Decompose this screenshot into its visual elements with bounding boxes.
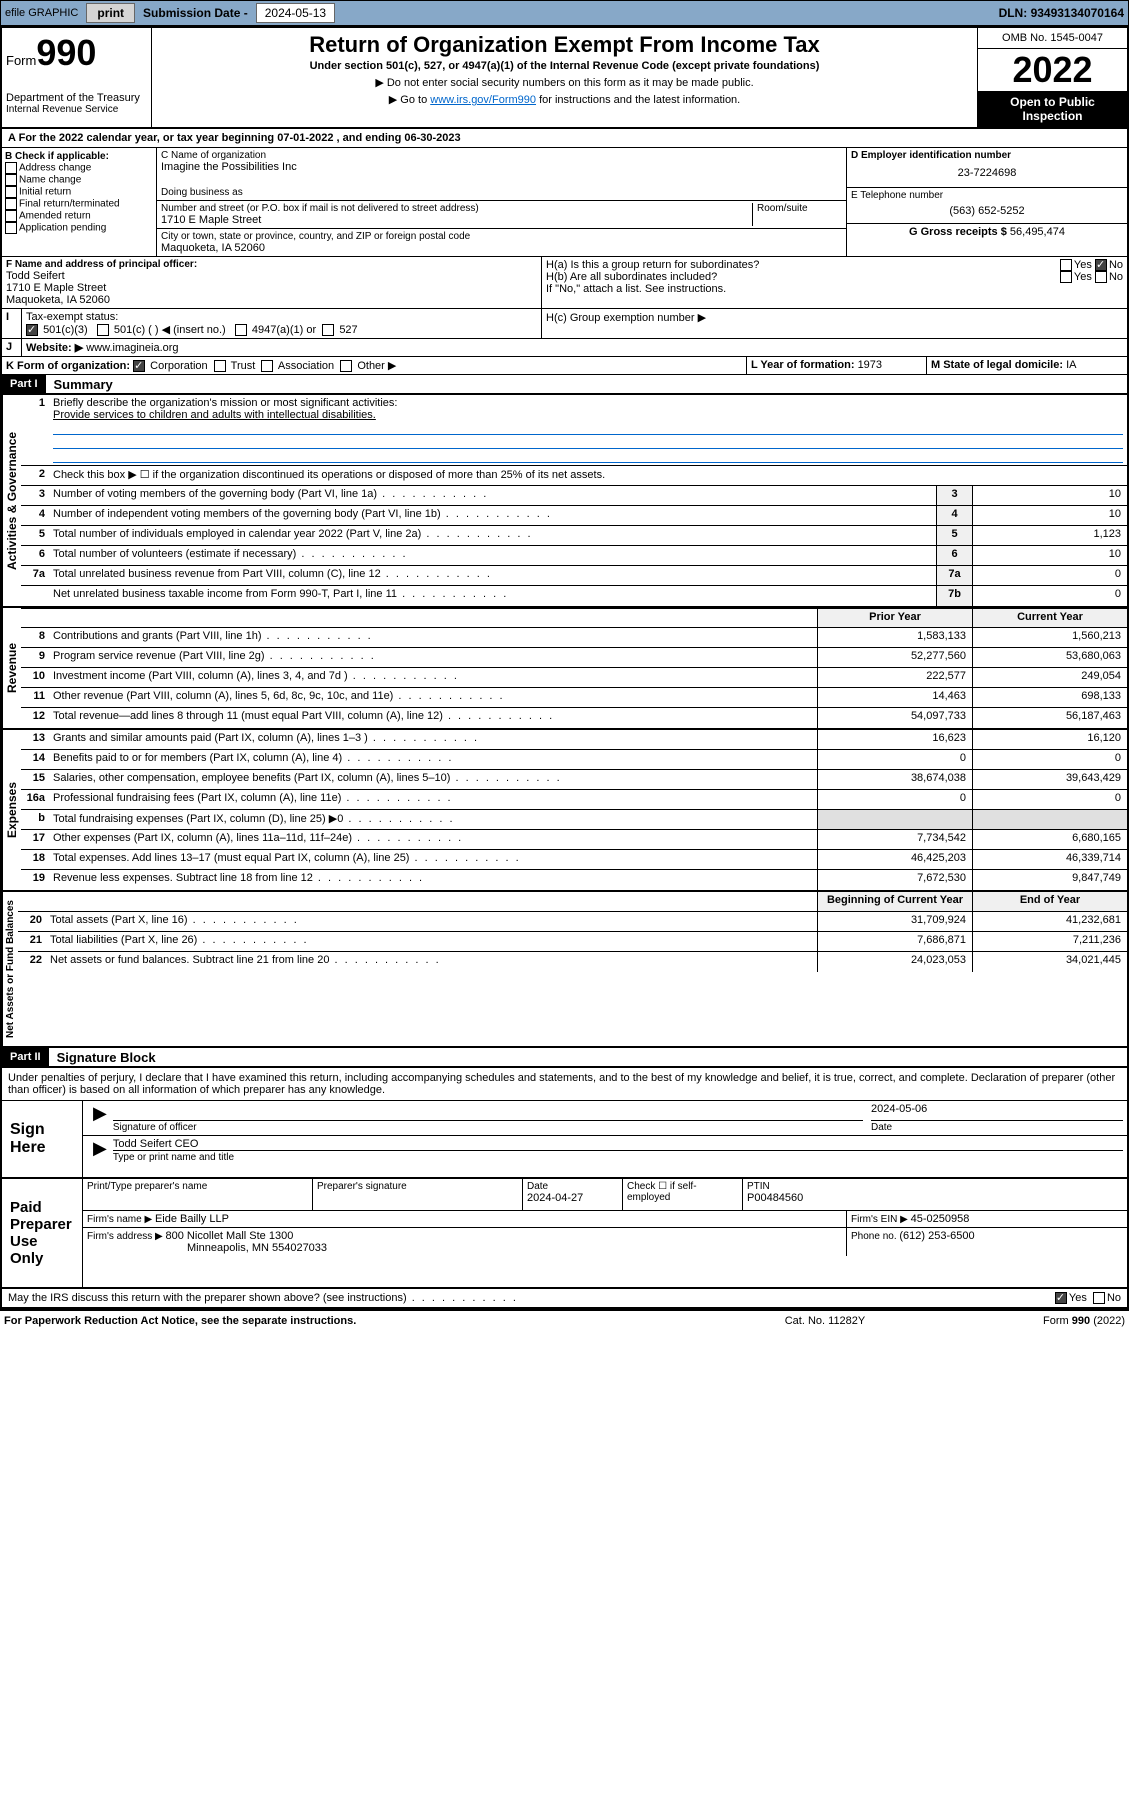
table-row: 3Number of voting members of the governi… [21, 486, 1127, 506]
org-name: Imagine the Possibilities Inc [161, 161, 842, 173]
form-frame: Form990 Department of the Treasury Inter… [0, 26, 1129, 1311]
part2-header: Part II Signature Block [2, 1048, 1127, 1068]
org-address: 1710 E Maple Street [161, 214, 752, 226]
table-row: 21Total liabilities (Part X, line 26)7,6… [18, 932, 1127, 952]
form-label: Form [6, 53, 36, 68]
note-ssn: ▶ Do not enter social security numbers o… [160, 76, 969, 89]
table-row: 19Revenue less expenses. Subtract line 1… [21, 870, 1127, 890]
expenses-section: Expenses 13Grants and similar amounts pa… [2, 730, 1127, 892]
table-row: 6Total number of volunteers (estimate if… [21, 546, 1127, 566]
dln: DLN: 93493134070164 [999, 6, 1124, 20]
page-footer: For Paperwork Reduction Act Notice, see … [0, 1311, 1129, 1331]
gross-receipts: 56,495,474 [1010, 226, 1065, 238]
section-b: B Check if applicable: Address change Na… [2, 148, 157, 256]
governance-section: Activities & Governance 1Briefly describ… [2, 395, 1127, 608]
period-row: A For the 2022 calendar year, or tax yea… [2, 129, 1127, 148]
part1-header: Part I Summary [2, 375, 1127, 395]
tax-year: 2022 [978, 49, 1127, 91]
website-url: www.imagineia.org [86, 342, 178, 354]
section-c: C Name of organization Imagine the Possi… [157, 148, 847, 256]
submission-date-label: Submission Date - [143, 6, 248, 20]
may-irs-row: May the IRS discuss this return with the… [2, 1289, 1127, 1309]
officer-row: F Name and address of principal officer:… [2, 257, 1127, 309]
irs-link[interactable]: www.irs.gov/Form990 [430, 94, 536, 106]
section-d: D Employer identification number 23-7224… [847, 148, 1127, 256]
irs-label: Internal Revenue Service [6, 104, 147, 115]
website-row: J Website: ▶ www.imagineia.org [2, 339, 1127, 357]
table-row: 13Grants and similar amounts paid (Part … [21, 730, 1127, 750]
form-subtitle: Under section 501(c), 527, or 4947(a)(1)… [160, 60, 969, 72]
form-number: 990 [36, 32, 96, 73]
submission-date: 2024-05-13 [256, 3, 335, 23]
form-title: Return of Organization Exempt From Incom… [160, 32, 969, 58]
table-row: 20Total assets (Part X, line 16)31,709,9… [18, 912, 1127, 932]
paid-preparer-block: Paid Preparer Use Only Print/Type prepar… [2, 1179, 1127, 1289]
table-row: 15Salaries, other compensation, employee… [21, 770, 1127, 790]
sign-here-block: Sign Here ▶Signature of officer2024-05-0… [2, 1101, 1127, 1179]
org-form-row: K Form of organization: Corporation Trus… [2, 357, 1127, 375]
table-row: 14Benefits paid to or for members (Part … [21, 750, 1127, 770]
table-row: 8Contributions and grants (Part VIII, li… [21, 628, 1127, 648]
table-row: 11Other revenue (Part VIII, column (A), … [21, 688, 1127, 708]
efile-label: efile GRAPHIC [5, 7, 78, 19]
netassets-section: Net Assets or Fund Balances Beginning of… [2, 892, 1127, 1048]
form-header: Form990 Department of the Treasury Inter… [2, 28, 1127, 129]
table-row: 18Total expenses. Add lines 13–17 (must … [21, 850, 1127, 870]
note-goto: ▶ Go to www.irs.gov/Form990 for instruct… [160, 93, 969, 106]
table-row: 16aProfessional fundraising fees (Part I… [21, 790, 1127, 810]
table-row: 4Number of independent voting members of… [21, 506, 1127, 526]
table-row: 17Other expenses (Part IX, column (A), l… [21, 830, 1127, 850]
ein: 23-7224698 [851, 161, 1123, 185]
table-row: 10Investment income (Part VIII, column (… [21, 668, 1127, 688]
revenue-section: Revenue Prior YearCurrent Year 8Contribu… [2, 608, 1127, 730]
top-bar: efile GRAPHIC print Submission Date - 20… [0, 0, 1129, 26]
print-button[interactable]: print [86, 3, 135, 23]
org-info-row: B Check if applicable: Address change Na… [2, 148, 1127, 257]
omb-number: OMB No. 1545-0047 [978, 28, 1127, 49]
open-public-badge: Open to Public Inspection [978, 91, 1127, 127]
telephone: (563) 652-5252 [851, 201, 1123, 221]
table-row: Net unrelated business taxable income fr… [21, 586, 1127, 606]
table-row: 9Program service revenue (Part VIII, lin… [21, 648, 1127, 668]
penalties-text: Under penalties of perjury, I declare th… [2, 1068, 1127, 1101]
dept-treasury: Department of the Treasury [6, 92, 147, 104]
table-row: 5Total number of individuals employed in… [21, 526, 1127, 546]
org-city: Maquoketa, IA 52060 [161, 242, 842, 254]
table-row: 7aTotal unrelated business revenue from … [21, 566, 1127, 586]
tax-status-row: I Tax-exempt status: 501(c)(3) 501(c) ( … [2, 309, 1127, 339]
table-row: bTotal fundraising expenses (Part IX, co… [21, 810, 1127, 830]
table-row: 22Net assets or fund balances. Subtract … [18, 952, 1127, 972]
table-row: 12Total revenue—add lines 8 through 11 (… [21, 708, 1127, 728]
